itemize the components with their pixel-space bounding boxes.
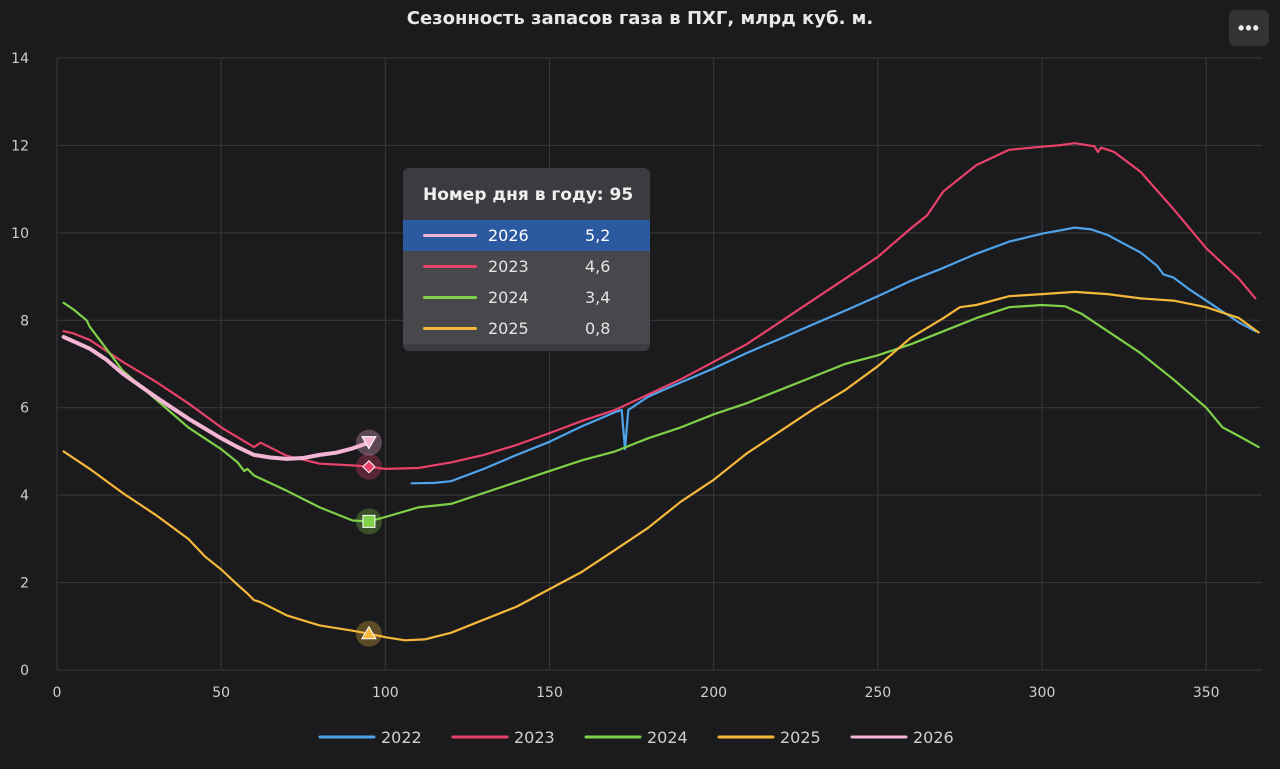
x-tick-label: 300 (1029, 685, 1056, 701)
x-tick-label: 150 (536, 685, 563, 701)
legend-label: 2024 (647, 728, 688, 747)
legend-item-2025: 2025 (717, 728, 821, 747)
marker-square (362, 514, 376, 528)
tooltip-year: 2026 (488, 226, 529, 245)
y-tick-label: 12 (11, 138, 29, 154)
legend-item-2026: 2026 (850, 728, 954, 747)
marker-triangle (361, 625, 377, 640)
marker-arrow (361, 436, 377, 450)
series-line-2023 (62, 142, 1257, 470)
y-tick-label: 8 (20, 313, 29, 329)
tooltip-year: 2025 (488, 319, 529, 338)
y-tick-label: 6 (20, 401, 29, 417)
x-tick-label: 250 (864, 685, 891, 701)
legend-label: 2026 (913, 728, 954, 747)
tooltip-value: 3,4 (585, 288, 611, 307)
series-line-2026 (61, 334, 371, 461)
y-tick-label: 14 (11, 51, 29, 67)
marker-2023 (355, 453, 382, 480)
legend-label: 2023 (514, 728, 555, 747)
tooltip-row: 2023 4,6 (403, 251, 650, 282)
y-tick-label: 4 (20, 488, 29, 504)
tooltip-value: 0,8 (585, 319, 611, 338)
chart-menu-button[interactable]: ••• (1229, 10, 1269, 46)
tooltip-row: 2024 3,4 (403, 282, 650, 313)
marker-2025 (355, 620, 382, 647)
marker-2024 (355, 508, 382, 535)
legend-item-2023: 2023 (451, 728, 555, 747)
series-line-2022 (410, 226, 1257, 485)
series-markers (355, 429, 382, 647)
y-tick-label: 0 (20, 663, 29, 679)
series-line-2024 (62, 301, 1260, 523)
legend-label: 2022 (381, 728, 422, 747)
tooltip-value: 4,6 (585, 257, 611, 276)
tooltip-swatch (423, 265, 477, 268)
axis-ticks: 0 2 4 6 8 10 12 14 0 50 100 150 200 250 300 350 (11, 51, 1219, 701)
tooltip-swatch (423, 234, 477, 237)
y-tick-label: 10 (11, 226, 29, 242)
tooltip-value: 5,2 (585, 226, 611, 245)
tooltip-year: 2024 (488, 288, 529, 307)
tooltip-row: 2026 5,2 (403, 220, 650, 251)
x-tick-label: 0 (53, 685, 62, 701)
tooltip-header: Номер дня в году: 95 (423, 185, 634, 205)
tooltip-year: 2023 (488, 257, 529, 276)
x-tick-label: 50 (212, 685, 230, 701)
ellipsis-icon: ••• (1238, 18, 1260, 38)
grid (56, 57, 1262, 671)
legend-item-2024: 2024 (584, 728, 688, 747)
series-line-2025 (62, 290, 1260, 642)
x-tick-label: 200 (700, 685, 727, 701)
tooltip-swatch (423, 327, 477, 330)
legend: 2022 2023 2024 2025 2026 (318, 728, 954, 747)
y-tick-label: 2 (20, 576, 29, 592)
chart-title: Сезонность запасов газа в ПХГ, млрд куб.… (406, 8, 874, 29)
series-lines (61, 142, 1260, 642)
legend-item-2022: 2022 (318, 728, 422, 747)
tooltip-row: 2025 0,8 (403, 313, 650, 344)
x-tick-label: 100 (372, 685, 399, 701)
tooltip: Номер дня в году: 95 2026 5,2 2023 4,6 2… (403, 168, 650, 351)
marker-diamond (362, 460, 376, 474)
tooltip-swatch (423, 296, 477, 299)
legend-label: 2025 (780, 728, 821, 747)
marker-2026 (355, 429, 382, 456)
x-tick-label: 350 (1193, 685, 1220, 701)
